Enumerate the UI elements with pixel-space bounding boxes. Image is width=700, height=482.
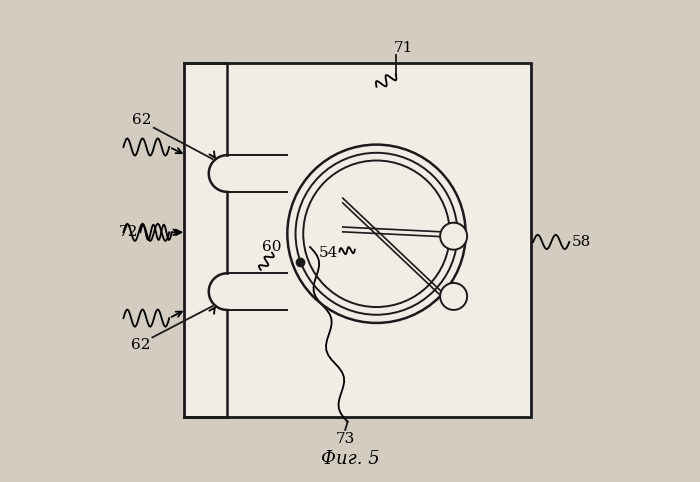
Text: 58: 58 (572, 235, 591, 249)
Text: 62: 62 (132, 113, 151, 128)
Text: 62: 62 (131, 337, 150, 352)
Text: 72: 72 (118, 225, 138, 240)
Circle shape (440, 283, 467, 310)
Circle shape (440, 223, 467, 250)
Text: 73: 73 (335, 431, 355, 446)
Text: 71: 71 (393, 41, 413, 55)
Text: 60: 60 (262, 240, 281, 254)
Bar (183, 63, 531, 417)
Text: Фиг. 5: Фиг. 5 (321, 450, 379, 468)
Text: 54: 54 (318, 246, 338, 260)
